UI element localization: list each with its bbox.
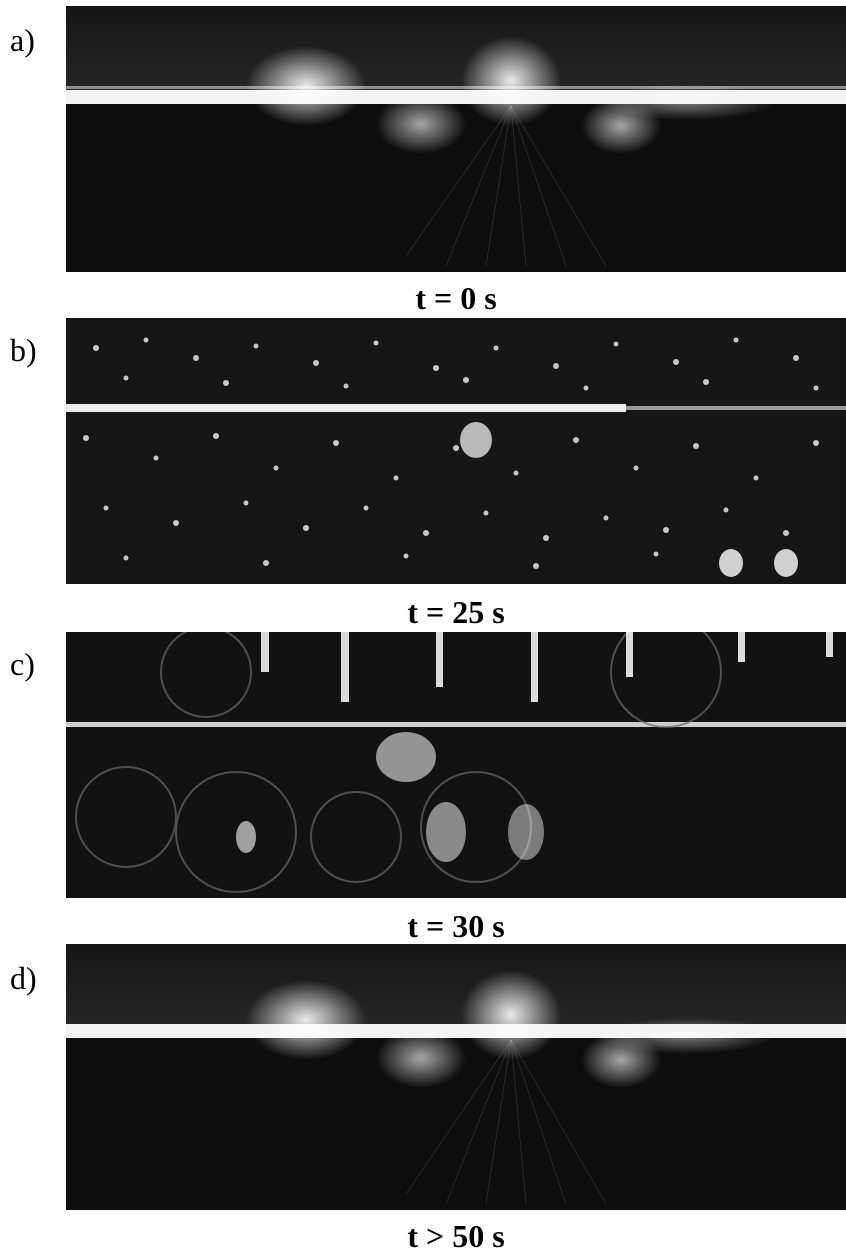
photo-frame-b [66,318,846,584]
time-caption-a: t = 0 s [415,280,497,316]
photo-frame-c [66,632,846,898]
photo-frame-d [66,944,846,1210]
time-caption-d: t > 50 s [407,1218,505,1254]
panel-label-b: b) [10,332,37,368]
time-caption-b: t = 25 s [407,594,505,630]
panel-label-d: d) [10,960,37,996]
photo-d [66,944,846,1210]
photo-frame-a [66,6,846,272]
panel-label-a: a) [10,22,35,58]
photo-c [66,632,846,898]
panel-label-c: c) [10,646,35,682]
photo-a [66,6,846,272]
time-caption-c: t = 30 s [407,908,505,944]
photo-b [66,318,846,584]
